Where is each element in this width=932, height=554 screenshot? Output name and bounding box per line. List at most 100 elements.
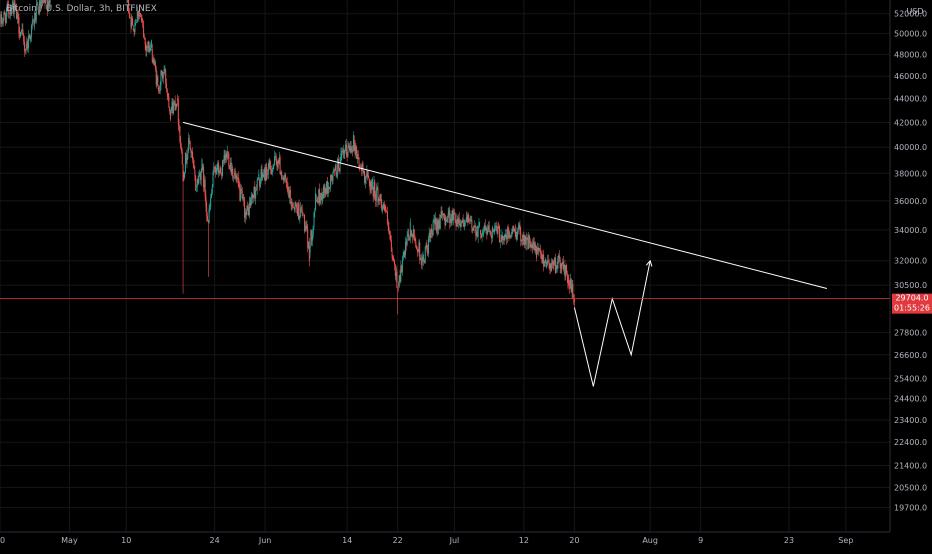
candle-body [431, 233, 433, 236]
candle-body [466, 217, 468, 222]
candle-body [467, 214, 469, 223]
candle-body [299, 217, 301, 219]
candle-body [494, 225, 496, 227]
candle-body [544, 260, 546, 263]
candle-body [146, 46, 148, 51]
candle-body [265, 166, 267, 181]
candle-body [528, 235, 530, 243]
candle-body [136, 11, 138, 22]
candle-body [324, 188, 326, 193]
candle-body [31, 20, 33, 25]
candle-body [252, 197, 254, 199]
candle-body [298, 203, 300, 219]
candle-body [150, 40, 152, 48]
time-tick-label: 10 [121, 536, 131, 545]
candle-body [349, 145, 351, 151]
candle-body [465, 221, 467, 223]
candle-body [301, 209, 303, 213]
candle-body [340, 153, 342, 158]
candle-body [401, 259, 403, 273]
candle-body [400, 265, 402, 282]
candle-body [198, 176, 200, 184]
candle-body [167, 93, 169, 97]
candle-body [472, 227, 474, 231]
candle-body [540, 252, 542, 256]
candle-body [181, 151, 183, 165]
candle-body [388, 227, 390, 234]
candle-body [445, 219, 447, 225]
candle-body [309, 246, 311, 253]
price-tick-label: 22400.0 [894, 438, 927, 447]
candle-body [248, 207, 250, 216]
price-axis[interactable]: 52000.0 50000.0 48000.0 46000.0 44000.0 42000… [894, 10, 927, 513]
candle-body [149, 47, 151, 52]
candle-body [240, 188, 242, 191]
candle-body [541, 255, 543, 264]
candle-body [416, 249, 418, 252]
candle-body [502, 236, 504, 241]
candle-body [529, 242, 531, 246]
candle-body [434, 220, 436, 225]
candle-body [285, 178, 287, 183]
price-tick-label: 20500.0 [894, 483, 927, 492]
candle-body [571, 284, 573, 293]
candle-body [234, 173, 236, 176]
descending-trendline[interactable] [182, 121, 828, 290]
candle-body [337, 158, 339, 176]
candle-body [195, 186, 197, 188]
candle-body [184, 172, 186, 178]
candle-body [421, 260, 423, 265]
candle-body [410, 229, 412, 236]
candle-body [391, 252, 393, 258]
candle-body [351, 149, 353, 152]
time-tick-label: Aug [642, 536, 658, 545]
candle-body [231, 168, 233, 173]
candle-body [404, 251, 406, 256]
candle-body [141, 18, 143, 21]
candle-body [491, 226, 493, 239]
candle-body [528, 235, 530, 250]
candle-body [462, 220, 464, 223]
candle-body [6, 4, 8, 12]
candle-body [207, 220, 209, 223]
last-price-value: 29704.0 [895, 294, 928, 303]
candle-body [232, 168, 234, 178]
candle-body [262, 176, 264, 178]
candle-body [199, 172, 201, 180]
candle-body [151, 49, 153, 63]
candle-body [450, 218, 452, 224]
candle-body [250, 200, 252, 206]
candle-body [419, 242, 421, 261]
candle-body [267, 168, 269, 175]
candle-body [32, 20, 34, 22]
candle-body [412, 229, 414, 238]
candle-body [401, 265, 403, 273]
price-tick-label: 38000.0 [894, 169, 927, 178]
candle-body [35, 5, 37, 21]
price-axis-unit: USD [906, 7, 923, 16]
candle-body [452, 210, 454, 221]
candle-body [414, 239, 416, 241]
candle-body [561, 263, 563, 270]
candle-body [128, 12, 130, 18]
candle-body [476, 231, 478, 236]
price-tick-label: 25400.0 [894, 374, 927, 383]
candle-body [384, 205, 386, 211]
candle-body [236, 177, 238, 179]
time-axis[interactable]: 20 May 10 24 Jun 14 22 Jul 12 20 Aug 9 23 Sep [0, 536, 853, 545]
candle-body [190, 148, 192, 153]
candle-body [270, 164, 272, 170]
candle-body [313, 212, 315, 227]
candle-body [142, 20, 144, 27]
candle-body [531, 244, 533, 248]
candle-body [487, 230, 489, 235]
candle-body [166, 88, 168, 94]
candle-body [538, 248, 540, 251]
candle-body [426, 245, 428, 248]
candle-body [286, 182, 288, 188]
candle-body [131, 18, 133, 27]
candle-body [490, 231, 492, 236]
candle-body [244, 201, 246, 218]
